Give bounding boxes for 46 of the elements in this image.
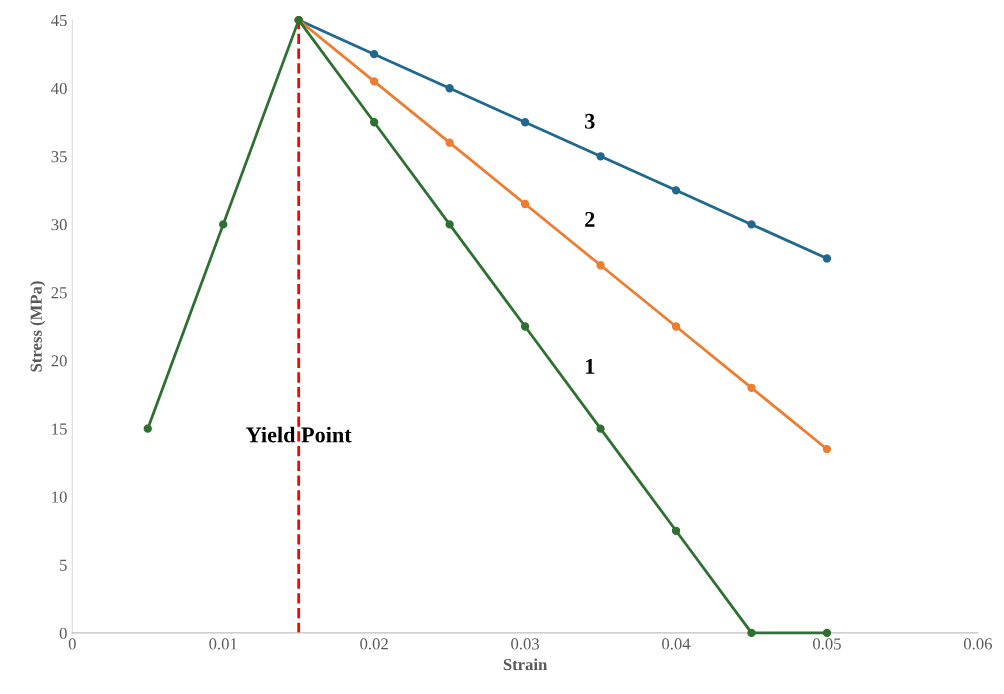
series-label: 2 (585, 211, 595, 227)
point (671, 322, 681, 331)
point (445, 138, 454, 147)
point (445, 220, 454, 229)
y-tick-label: 25 (51, 287, 67, 299)
point (671, 186, 681, 195)
point (671, 526, 681, 535)
x-tick-label: 0.06 (963, 638, 992, 650)
point (596, 424, 605, 433)
point (219, 220, 228, 229)
point (822, 444, 832, 454)
point (369, 118, 379, 127)
point (143, 424, 152, 433)
point (747, 628, 756, 638)
y-axis-title: Stress (MPa) (30, 281, 46, 372)
point (445, 84, 454, 93)
x-tick-label: 0.01 (209, 638, 237, 650)
series-label: 3 (585, 113, 595, 129)
x-tick-label: 0.03 (511, 638, 540, 650)
x-tick-label: 0.04 (662, 638, 691, 650)
y-tick-label: 15 (52, 423, 67, 435)
point (520, 322, 530, 331)
y-tick-label: 30 (51, 219, 67, 231)
x-axis-title: Strain (503, 658, 548, 671)
y-tick-label: 45 (51, 14, 67, 27)
point (369, 77, 379, 86)
point (747, 383, 756, 392)
point (747, 220, 756, 229)
y-tick-label: 35 (51, 151, 67, 163)
y-tick-label: 5 (60, 559, 67, 571)
point (596, 261, 605, 270)
point (520, 199, 530, 209)
point (369, 50, 379, 59)
series-label: 1 (586, 359, 595, 374)
x-tick-label: 0.02 (360, 638, 388, 650)
point (822, 628, 832, 638)
y-tick-label: 20 (51, 355, 67, 367)
y-tick-label: 0 (59, 627, 67, 639)
point (822, 254, 832, 263)
y-tick-label: 10 (52, 491, 67, 503)
ref-line-label: Yield Point (246, 426, 352, 443)
point (520, 118, 530, 127)
point (596, 152, 605, 161)
x-tick-label: 0 (68, 638, 76, 650)
x-tick-label: 0.05 (813, 638, 841, 650)
y-tick-label: 40 (51, 82, 67, 95)
